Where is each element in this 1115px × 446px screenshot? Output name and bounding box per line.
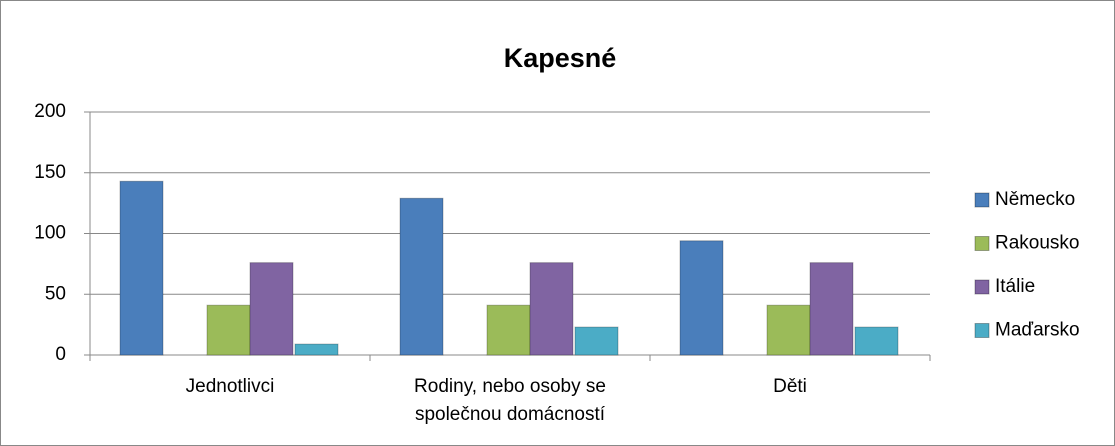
legend-swatch [974,323,990,338]
bar [206,304,251,356]
bar [809,262,854,356]
x-tick-label: Rodiny, nebo osoby se společnou domácnos… [414,376,606,425]
bar [399,197,444,356]
legend-swatch [974,236,990,251]
y-tick-label: 0 [55,344,66,365]
bar [574,326,619,356]
x-tick-label-box: Jednotlivci [185,376,275,397]
bar [854,326,899,356]
bar [766,304,811,356]
legend-label: Maďarsko [995,320,1080,341]
chart-title: Kapesné [504,43,617,73]
bar [119,180,164,356]
legend-label: Itálie [995,276,1035,297]
legend-swatch [974,192,990,208]
bar [529,262,574,356]
y-tick-label: 150 [34,162,66,183]
x-tick-label: Jednotlivci [185,376,275,397]
bar [294,343,339,356]
bar [486,304,531,356]
x-tick-label-box: Rodiny, nebo osoby se společnou domácnos… [414,376,606,425]
legend-label: Rakousko [995,233,1080,254]
y-tick-label: 200 [34,101,66,122]
x-tick-label: Děti [773,376,807,397]
y-tick-label: 100 [34,223,66,244]
bar [249,262,294,356]
legend-label: Německo [995,189,1075,210]
bar [679,240,724,356]
y-tick-label: 50 [45,283,66,304]
legend-swatch [974,279,990,295]
x-tick-label-box: Děti [773,376,807,397]
